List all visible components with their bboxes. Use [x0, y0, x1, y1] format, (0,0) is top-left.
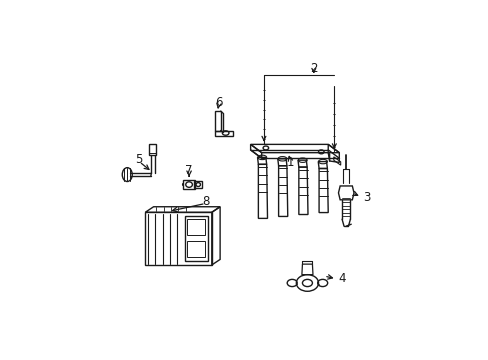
Bar	[186, 241, 205, 257]
Bar	[149, 144, 156, 156]
Bar	[185, 216, 208, 261]
Bar	[194, 181, 202, 188]
Text: 5: 5	[134, 153, 142, 166]
Bar	[186, 219, 205, 234]
Text: 3: 3	[362, 190, 369, 203]
Text: 1: 1	[286, 156, 294, 169]
Text: 4: 4	[337, 272, 345, 285]
Text: 6: 6	[215, 96, 222, 109]
Text: 7: 7	[185, 164, 192, 177]
Bar	[145, 212, 211, 265]
Bar	[183, 180, 195, 189]
Text: 2: 2	[309, 63, 317, 76]
Text: 8: 8	[202, 195, 209, 208]
